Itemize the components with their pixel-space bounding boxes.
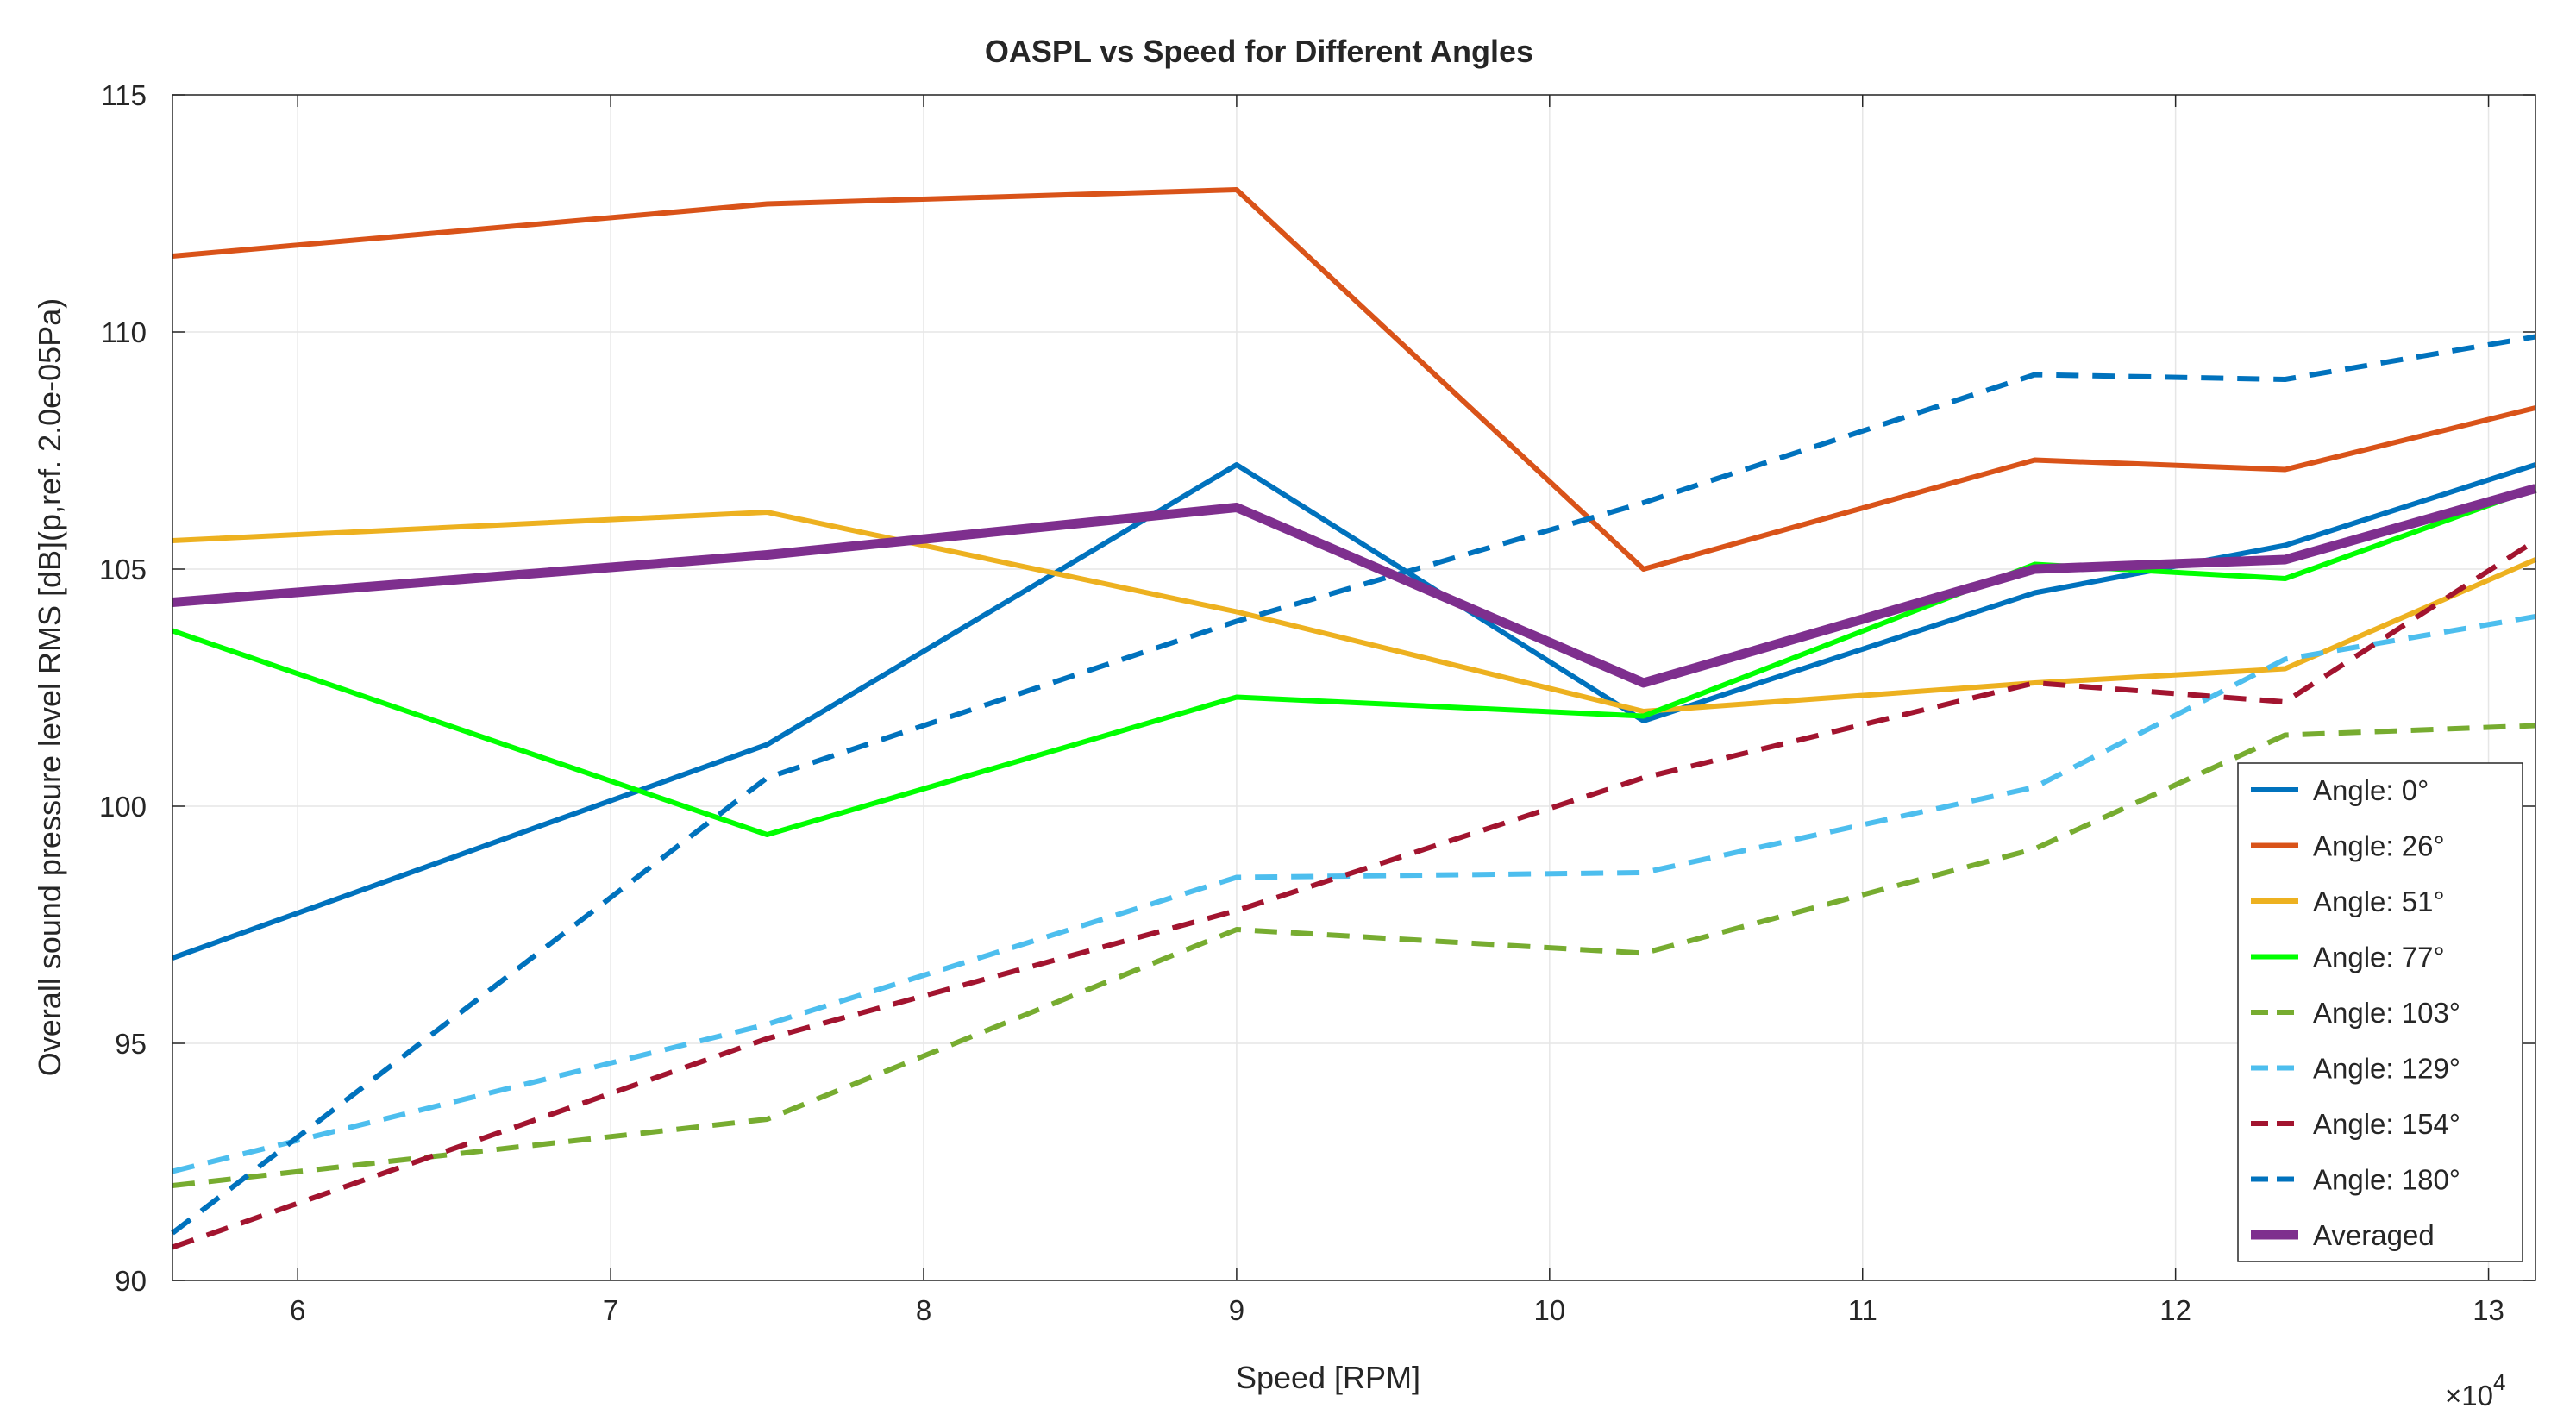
series-line-angle-0 bbox=[171, 462, 2536, 961]
y-tick-label: 95 bbox=[115, 1028, 147, 1060]
x-axis-label: Speed [RPM] bbox=[1236, 1360, 1420, 1395]
x-tick-label: 8 bbox=[916, 1294, 931, 1326]
x-tick-label: 13 bbox=[2473, 1294, 2504, 1326]
x-tick-label: 12 bbox=[2159, 1294, 2191, 1326]
x-tick-label: 6 bbox=[290, 1294, 305, 1326]
series-line-angle-154 bbox=[172, 538, 2537, 1250]
legend: Angle: 0° Angle: 26° Angle: 51° Angle: 77° A… bbox=[2237, 762, 2523, 1262]
legend-label: Angle: 103° bbox=[2313, 997, 2460, 1029]
series-line-averaged bbox=[172, 484, 2537, 688]
plot-frame bbox=[172, 94, 2536, 1281]
series-lines bbox=[171, 187, 2537, 1250]
series-line-angle-180 bbox=[171, 334, 2536, 1236]
y-tick-label: 100 bbox=[99, 791, 147, 823]
y-tick-label: 90 bbox=[115, 1265, 147, 1297]
x-axis-exponent: ×104 bbox=[2445, 1369, 2505, 1412]
y-axis-label: Overall sound pressure level RMS [dB](p,… bbox=[32, 298, 67, 1076]
series-line-angle-26 bbox=[172, 187, 2536, 572]
y-tick-label: 110 bbox=[101, 316, 147, 348]
series-line-angle-103 bbox=[172, 723, 2536, 1188]
x-axis-exponent-base: ×10 bbox=[2445, 1380, 2493, 1412]
y-tick-label: 115 bbox=[101, 79, 147, 111]
series-line-angle-51 bbox=[172, 510, 2537, 714]
legend-label: Angle: 0° bbox=[2313, 774, 2429, 806]
legend-items: Angle: 0° Angle: 26° Angle: 51° Angle: 77° A… bbox=[2251, 774, 2460, 1251]
x-tick-label: 11 bbox=[1848, 1294, 1877, 1326]
legend-label: Angle: 77° bbox=[2313, 942, 2445, 973]
x-tick-label: 10 bbox=[1533, 1294, 1565, 1326]
axis-ticks: 6 7 8 9 10 11 12 13 90 95 100 105 110 115 bbox=[99, 79, 2535, 1326]
x-tick-label: 7 bbox=[603, 1294, 618, 1326]
plot-area bbox=[172, 95, 2535, 1280]
legend-label: Angle: 180° bbox=[2313, 1164, 2460, 1196]
legend-label: Angle: 154° bbox=[2313, 1108, 2460, 1140]
legend-label: Angle: 129° bbox=[2313, 1053, 2460, 1085]
series-line-angle-129 bbox=[172, 614, 2536, 1174]
legend-label: Averaged bbox=[2313, 1219, 2435, 1251]
x-axis-exponent-power: 4 bbox=[2493, 1369, 2505, 1395]
legend-label: Angle: 26° bbox=[2313, 830, 2445, 862]
y-tick-label: 105 bbox=[99, 554, 147, 585]
legend-label: Angle: 51° bbox=[2313, 886, 2445, 917]
series-line-angle-77 bbox=[172, 485, 2537, 837]
chart-title: OASPL vs Speed for Different Angles bbox=[985, 34, 1533, 69]
x-tick-label: 9 bbox=[1229, 1294, 1244, 1326]
